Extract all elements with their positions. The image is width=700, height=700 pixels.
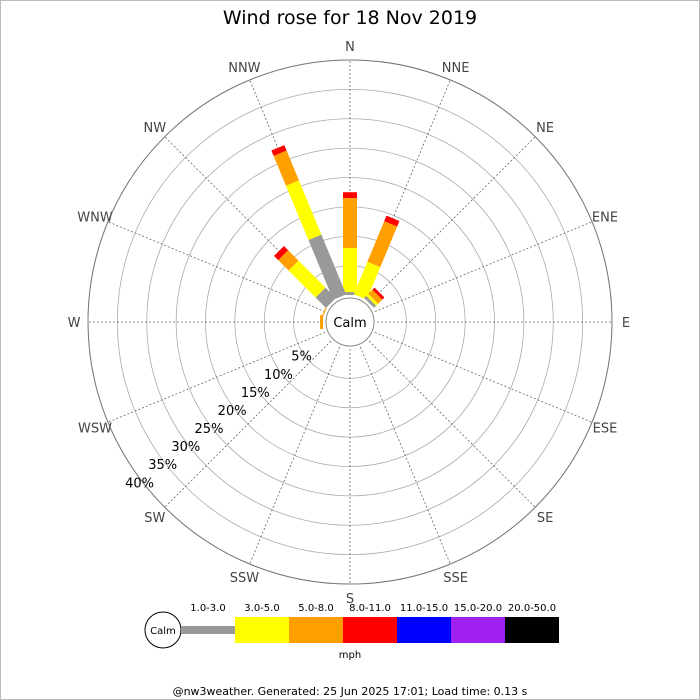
ring-label-2: 10% [264,368,293,383]
grid-outer-ring [87,59,613,585]
spoke-wnw [107,221,326,313]
bar-nnw-5.0-8.0 [273,150,299,186]
direction-label-ene: ENE [592,210,618,225]
bar-ne-5.0-8.0 [368,289,383,304]
direction-label-n: N [345,40,355,55]
spoke-ne [368,136,536,304]
bar-n-1.0-3.0 [343,292,357,295]
legend-swatch-3.0-5.0 [235,617,289,643]
legend-label-1.0-3.0: 1.0-3.0 [190,603,225,614]
bar-nw-5.0-8.0 [278,250,299,271]
calm-label: Calm [333,316,366,331]
bar-ne-3.0-5.0 [366,293,379,306]
spoke-nw [164,136,332,304]
direction-label-ese: ESE [593,422,618,437]
ring-label-5: 25% [195,422,224,437]
spoke-ssw [249,346,341,565]
calm-center: Calm [325,297,375,347]
direction-label-nnw: NNW [228,61,260,76]
spoke-wsw [107,331,326,423]
bar-ne-1.0-3.0 [364,295,377,308]
legend-label-11.0-15.0: 11.0-15.0 [400,603,448,614]
grid-ring [175,147,525,497]
legend-label-20.0-50.0: 20.0-50.0 [508,603,556,614]
ring-label-8: 40% [125,476,154,491]
direction-labels: N NNE NE ENE E ESE SE SSE S SSW SW WSW W WNW NW NNW [68,40,631,607]
spoke-se [368,340,536,508]
legend-swatch-11.0-15.0 [397,617,451,643]
bar-n-8.0-11.0 [343,192,357,199]
ring-label-7: 35% [148,458,177,473]
legend-swatch-20.0-50.0 [505,617,559,643]
bar-nnw-1.0-3.0 [308,234,347,300]
direction-label-wsw: WSW [78,422,112,437]
footer-text: @nw3weather. Generated: 25 Jun 2025 17:0… [173,685,528,698]
bar-n-5.0-8.0 [343,198,357,248]
speed-legend: Calm 1.0-3.0 3.0-5.0 5.0-8.0 8.0-11.0 11.0-1… [144,603,559,661]
spoke-ese [374,331,593,423]
direction-label-s: S [346,592,354,607]
legend-calm-label: Calm [150,626,176,637]
ring-label-4: 20% [218,404,247,419]
direction-label-wnw: WNW [77,210,113,225]
calm-circle [325,297,375,347]
direction-label-sw: SW [144,511,165,526]
legend-swatch-8.0-11.0 [343,617,397,643]
direction-label-ssw: SSW [230,571,260,586]
direction-label-se: SE [537,511,553,526]
bar-nnw-3.0-5.0 [285,180,322,241]
bar-w-5.0-8.0 [320,315,323,329]
legend-swatch-5.0-8.0 [289,617,343,643]
legend-swatch-15.0-20.0 [451,617,505,643]
bar-nne-5.0-8.0 [367,221,398,268]
ring-labels: 5% 10% 15% 20% 25% 30% 35% 40% [125,350,312,492]
ring-label-3: 15% [241,386,270,401]
bar-nne-8.0-11.0 [384,215,400,227]
chart-title: Wind rose for 18 Nov 2019 [223,7,477,29]
direction-label-ne: NE [536,121,554,136]
wind-bars [271,145,400,329]
spoke-ene [374,221,593,313]
spoke-nne [359,79,451,298]
bar-ne-8.0-11.0 [372,287,385,300]
bar-wnw-5.0-8.0 [321,304,328,319]
legend-label-5.0-8.0: 5.0-8.0 [298,603,333,614]
ring-label-6: 30% [171,440,200,455]
spoke-sse [359,346,451,565]
direction-label-nne: NNE [442,61,470,76]
bar-nw-3.0-5.0 [288,260,326,298]
bar-nnw-8.0-11.0 [271,145,287,156]
direction-label-sse: SSE [443,571,468,586]
direction-label-w: W [68,316,81,331]
legend-label-8.0-11.0: 8.0-11.0 [349,603,391,614]
ring-label-1: 5% [291,350,312,365]
spoke-sw [164,340,332,508]
legend-label-15.0-20.0: 15.0-20.0 [454,603,502,614]
legend-unit-label: mph [339,650,361,661]
bar-nw-1.0-3.0 [315,287,336,308]
bar-nne-3.0-5.0 [353,261,381,300]
legend-label-3.0-5.0: 3.0-5.0 [244,603,279,614]
bar-nw-8.0-11.0 [274,246,289,261]
legend-swatch-1.0-3.0 [181,626,235,634]
direction-label-nw: NW [144,121,167,136]
bar-n-3.0-5.0 [343,248,357,293]
direction-label-e: E [622,316,630,331]
